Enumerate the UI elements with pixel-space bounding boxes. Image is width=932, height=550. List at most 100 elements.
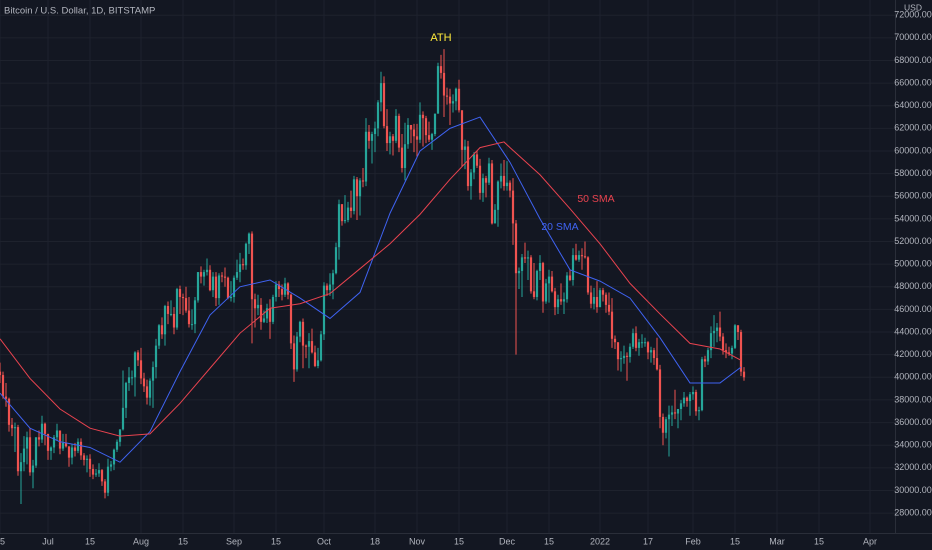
candle-body bbox=[697, 410, 701, 412]
candle-body bbox=[139, 360, 143, 379]
candle-body bbox=[220, 275, 224, 277]
candle-body bbox=[481, 178, 485, 193]
candle-body bbox=[94, 473, 98, 475]
x-tick-label: Oct bbox=[317, 536, 332, 546]
candle-body bbox=[598, 290, 602, 308]
candle-body bbox=[274, 284, 278, 297]
candle-body bbox=[658, 369, 662, 417]
candle-body bbox=[232, 277, 236, 297]
candle-body bbox=[0, 371, 2, 376]
chart-title: Bitcoin / U.S. Dollar, 1D, BITSTAMP bbox=[4, 6, 155, 17]
x-tick-label: Dec bbox=[499, 536, 516, 546]
candle-body bbox=[304, 345, 308, 347]
candle-body bbox=[127, 377, 131, 383]
candle-body bbox=[646, 342, 650, 353]
annotation: ATH bbox=[430, 32, 451, 44]
candle-body bbox=[409, 124, 413, 130]
moving-average-line bbox=[0, 141, 742, 437]
candle-body bbox=[607, 304, 611, 312]
candle-body bbox=[400, 147, 404, 168]
candle-body bbox=[505, 182, 509, 187]
candle-body bbox=[166, 306, 170, 314]
x-tick-label: 15 bbox=[454, 536, 464, 546]
candle-body bbox=[682, 397, 686, 404]
candle-body bbox=[244, 243, 248, 266]
candle-body bbox=[67, 446, 71, 458]
candle-body bbox=[610, 311, 614, 339]
candle-body bbox=[151, 367, 155, 381]
candle-body bbox=[556, 299, 560, 308]
candle-body bbox=[574, 255, 578, 260]
candle-body bbox=[361, 180, 365, 182]
candle-body bbox=[532, 291, 536, 297]
y-tick-label: 72000.00 bbox=[894, 10, 932, 20]
x-tick-label: 15 bbox=[178, 536, 188, 546]
candle-body bbox=[508, 182, 512, 191]
candle-body bbox=[349, 207, 353, 211]
x-tick-label: 15 bbox=[814, 536, 824, 546]
candle-body bbox=[403, 144, 407, 168]
candle-body bbox=[121, 407, 125, 430]
candle-body bbox=[337, 204, 341, 248]
candle-body bbox=[79, 441, 83, 456]
candle-body bbox=[676, 408, 680, 414]
y-tick-label: 40000.00 bbox=[894, 372, 932, 382]
candle-body bbox=[223, 276, 227, 278]
candle-body bbox=[88, 458, 92, 469]
y-tick-label: 36000.00 bbox=[894, 417, 932, 427]
candle-body bbox=[379, 83, 383, 103]
x-tick-label: 15 bbox=[0, 536, 5, 546]
candle-body bbox=[634, 333, 638, 348]
candle-body bbox=[64, 442, 68, 447]
candle-body bbox=[316, 360, 320, 366]
candle-body bbox=[1, 375, 5, 397]
candle-body bbox=[169, 313, 173, 315]
candle-body bbox=[715, 327, 719, 331]
candle-body bbox=[661, 416, 665, 433]
candle-body bbox=[544, 283, 548, 302]
candle-body bbox=[28, 437, 32, 473]
candle-body bbox=[583, 256, 587, 258]
candle-body bbox=[388, 136, 392, 144]
candle-body bbox=[553, 291, 557, 308]
candle-body bbox=[322, 285, 326, 335]
candle-body bbox=[364, 131, 368, 182]
x-tick-label: 15 bbox=[271, 536, 281, 546]
candle-body bbox=[589, 292, 593, 304]
y-tick-label: 66000.00 bbox=[894, 77, 932, 87]
candle-body bbox=[7, 398, 11, 425]
candle-body bbox=[199, 272, 203, 277]
candle-body bbox=[499, 175, 503, 182]
y-tick-label: 60000.00 bbox=[894, 145, 932, 155]
candle-body bbox=[424, 118, 428, 136]
candle-body bbox=[34, 437, 38, 466]
candle-body bbox=[268, 308, 272, 322]
candle-body bbox=[562, 299, 566, 302]
candle-body bbox=[214, 276, 218, 299]
candle-body bbox=[460, 110, 464, 150]
candle-body bbox=[613, 338, 617, 343]
candle-body bbox=[334, 247, 338, 274]
candle-body bbox=[343, 220, 347, 222]
candle-body bbox=[469, 172, 473, 187]
candle-body bbox=[694, 392, 698, 412]
candle-body bbox=[250, 233, 254, 300]
candle-body bbox=[103, 481, 107, 493]
candle-body bbox=[91, 468, 95, 475]
candle-body bbox=[286, 283, 290, 295]
x-tick-label: Nov bbox=[409, 536, 426, 546]
grid bbox=[0, 0, 895, 533]
x-tick-label: 18 bbox=[370, 536, 380, 546]
y-tick-label: 52000.00 bbox=[894, 236, 932, 246]
candle-body bbox=[685, 397, 689, 402]
candle-body bbox=[706, 350, 710, 362]
candle-body bbox=[352, 179, 356, 211]
candle-body bbox=[196, 272, 200, 301]
candle-body bbox=[709, 333, 713, 351]
candle-body bbox=[178, 289, 182, 297]
moving-average-line bbox=[0, 116, 742, 463]
candle-body bbox=[520, 257, 524, 271]
x-tick-label: Sep bbox=[226, 536, 242, 546]
candle-body bbox=[172, 313, 176, 328]
y-tick-label: 32000.00 bbox=[894, 462, 932, 472]
